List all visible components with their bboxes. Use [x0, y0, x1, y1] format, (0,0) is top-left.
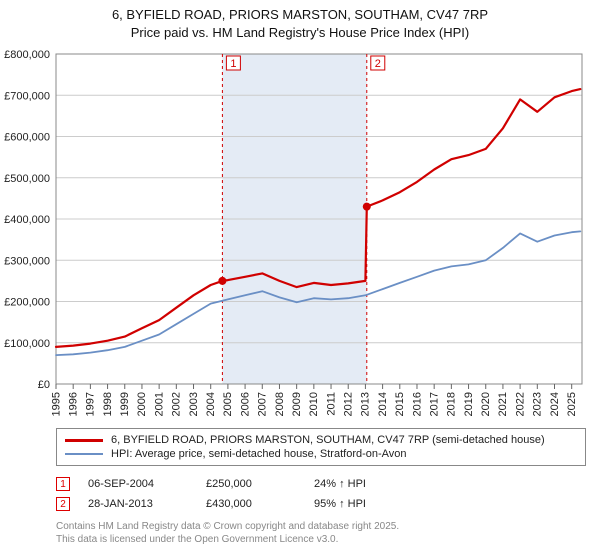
- legend-and-footer: 6, BYFIELD ROAD, PRIORS MARSTON, SOUTHAM…: [56, 428, 586, 546]
- sales-pct: 24% ↑ HPI: [314, 478, 414, 490]
- footnote-line-1: Contains HM Land Registry data © Crown c…: [56, 520, 586, 533]
- sales-row: 1 06-SEP-2004 £250,000 24% ↑ HPI: [56, 474, 586, 494]
- y-tick-label: £500,000: [4, 173, 50, 185]
- legend: 6, BYFIELD ROAD, PRIORS MARSTON, SOUTHAM…: [56, 428, 586, 466]
- x-tick-label: 2018: [446, 392, 458, 416]
- legend-label: HPI: Average price, semi-detached house,…: [111, 448, 407, 460]
- x-tick-label: 2025: [566, 392, 578, 416]
- sales-date: 06-SEP-2004: [88, 478, 188, 490]
- x-tick-label: 2001: [153, 392, 165, 416]
- x-tick-label: 1995: [50, 392, 62, 416]
- chart-container: 6, BYFIELD ROAD, PRIORS MARSTON, SOUTHAM…: [0, 0, 600, 560]
- y-tick-label: £600,000: [4, 132, 50, 144]
- x-tick-label: 2023: [532, 392, 544, 416]
- sales-price: £430,000: [206, 498, 296, 510]
- x-tick-label: 2006: [239, 392, 251, 416]
- chart-area: £0£100,000£200,000£300,000£400,000£500,0…: [56, 48, 586, 418]
- legend-label: 6, BYFIELD ROAD, PRIORS MARSTON, SOUTHAM…: [111, 434, 545, 446]
- sales-table: 1 06-SEP-2004 £250,000 24% ↑ HPI 2 28-JAN-201…: [56, 474, 586, 514]
- x-tick-label: 2015: [394, 392, 406, 416]
- sales-row: 2 28-JAN-2013 £430,000 95% ↑ HPI: [56, 494, 586, 514]
- sale-marker-number: 1: [230, 58, 236, 70]
- sales-badge: 2: [56, 497, 70, 511]
- footnote-line-2: This data is licensed under the Open Gov…: [56, 533, 586, 546]
- footnote: Contains HM Land Registry data © Crown c…: [56, 520, 586, 546]
- x-tick-label: 1999: [119, 392, 131, 416]
- x-tick-label: 2021: [497, 392, 509, 416]
- legend-swatch: [65, 453, 103, 455]
- sale-dot: [218, 277, 226, 285]
- x-tick-label: 2024: [549, 392, 561, 416]
- x-tick-label: 2004: [205, 392, 217, 416]
- x-tick-label: 2017: [428, 392, 440, 416]
- x-tick-label: 2020: [480, 392, 492, 416]
- y-tick-label: £200,000: [4, 297, 50, 309]
- x-tick-label: 2007: [257, 392, 269, 416]
- x-tick-label: 1997: [85, 392, 97, 416]
- x-tick-label: 2012: [343, 392, 355, 416]
- legend-swatch: [65, 439, 103, 442]
- sale-marker-number: 2: [375, 58, 381, 70]
- x-tick-label: 2019: [463, 392, 475, 416]
- x-tick-label: 1998: [102, 392, 114, 416]
- x-tick-label: 2008: [274, 392, 286, 416]
- x-tick-label: 2022: [514, 392, 526, 416]
- title-line-1: 6, BYFIELD ROAD, PRIORS MARSTON, SOUTHAM…: [0, 6, 600, 24]
- x-tick-label: 2009: [291, 392, 303, 416]
- y-tick-label: £800,000: [4, 49, 50, 61]
- y-tick-label: £700,000: [4, 90, 50, 102]
- sales-price: £250,000: [206, 478, 296, 490]
- x-tick-label: 2000: [136, 392, 148, 416]
- line-chart: £0£100,000£200,000£300,000£400,000£500,0…: [56, 48, 586, 418]
- x-tick-label: 2010: [308, 392, 320, 416]
- y-tick-label: £0: [38, 379, 50, 391]
- x-tick-label: 2003: [188, 392, 200, 416]
- legend-item: 6, BYFIELD ROAD, PRIORS MARSTON, SOUTHAM…: [65, 433, 577, 447]
- x-tick-label: 2013: [360, 392, 372, 416]
- y-tick-label: £300,000: [4, 255, 50, 267]
- chart-title: 6, BYFIELD ROAD, PRIORS MARSTON, SOUTHAM…: [0, 0, 600, 41]
- y-tick-label: £100,000: [4, 338, 50, 350]
- x-tick-label: 2014: [377, 392, 389, 416]
- y-tick-label: £400,000: [4, 214, 50, 226]
- sales-badge: 1: [56, 477, 70, 491]
- x-tick-label: 2016: [411, 392, 423, 416]
- legend-item: HPI: Average price, semi-detached house,…: [65, 447, 577, 461]
- x-tick-label: 2011: [325, 392, 337, 416]
- x-tick-label: 1996: [67, 392, 79, 416]
- x-tick-label: 2005: [222, 392, 234, 416]
- title-line-2: Price paid vs. HM Land Registry's House …: [0, 24, 600, 42]
- sales-pct: 95% ↑ HPI: [314, 498, 414, 510]
- sales-date: 28-JAN-2013: [88, 498, 188, 510]
- sale-dot: [363, 203, 371, 211]
- x-tick-label: 2002: [171, 392, 183, 416]
